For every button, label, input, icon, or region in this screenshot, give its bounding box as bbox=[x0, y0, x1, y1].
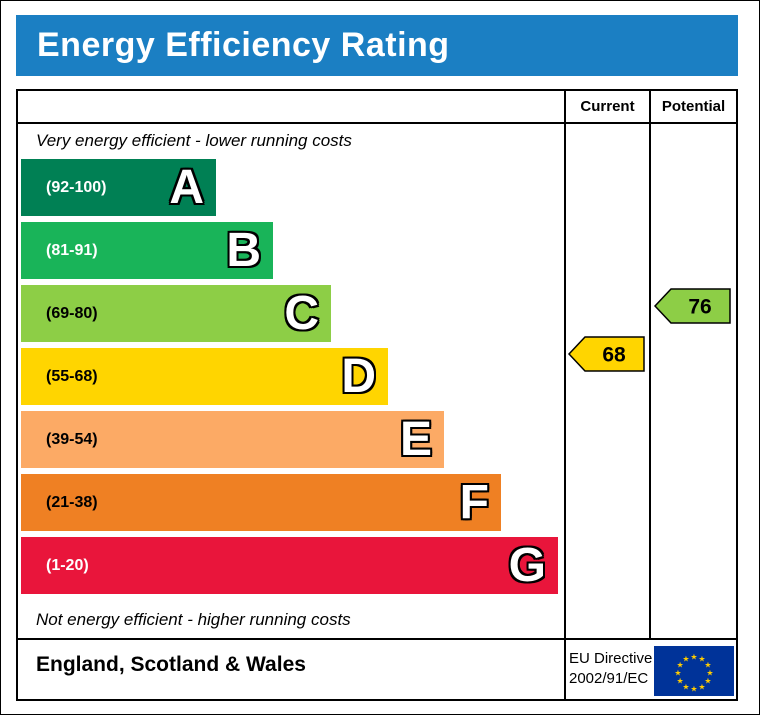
band-letter: A bbox=[169, 160, 204, 214]
band-E: (39-54) E bbox=[21, 411, 444, 468]
column-divider-current-potential bbox=[649, 91, 651, 638]
chart-title-bar: Energy Efficiency Rating bbox=[16, 15, 738, 76]
band-B: (81-91) B bbox=[21, 222, 273, 279]
band-letter: F bbox=[459, 475, 489, 529]
top-note: Very energy efficient - lower running co… bbox=[36, 131, 352, 150]
star-icon: ★ bbox=[706, 669, 713, 678]
band-C: (69-80) C bbox=[21, 285, 331, 342]
current-column-header: Current bbox=[580, 98, 635, 115]
footer-row-divider bbox=[18, 638, 736, 640]
band-A: (92-100) A bbox=[21, 159, 216, 216]
star-icon: ★ bbox=[690, 685, 697, 694]
eu-directive-text: EU Directive 2002/91/EC bbox=[569, 649, 652, 689]
chart-title: Energy Efficiency Rating bbox=[37, 26, 450, 64]
band-letter: G bbox=[508, 538, 546, 592]
star-icon: ★ bbox=[690, 653, 697, 662]
star-icon: ★ bbox=[698, 655, 705, 664]
eu-directive-line2: 2002/91/EC bbox=[569, 670, 649, 687]
band-G: (1-20) G bbox=[21, 537, 558, 594]
potential-rating-value: 76 bbox=[688, 296, 711, 319]
band-range: (92-100) bbox=[46, 178, 107, 196]
bottom-note: Not energy efficient - higher running co… bbox=[36, 610, 351, 629]
band-range: (55-68) bbox=[46, 367, 98, 385]
current-rating-value: 68 bbox=[602, 344, 626, 367]
star-icon: ★ bbox=[674, 669, 681, 678]
band-D: (55-68) D bbox=[21, 348, 388, 405]
band-letter: E bbox=[399, 412, 432, 466]
star-icon: ★ bbox=[677, 661, 684, 670]
band-letter: D bbox=[341, 349, 376, 403]
potential-column-header: Potential bbox=[661, 98, 726, 115]
star-icon: ★ bbox=[698, 682, 705, 691]
eu-flag-field bbox=[654, 646, 734, 696]
eu-directive-line1: EU Directive bbox=[569, 650, 653, 667]
region-label: England, Scotland & Wales bbox=[36, 653, 306, 676]
star-icon: ★ bbox=[704, 661, 711, 670]
band-range: (81-91) bbox=[46, 241, 98, 259]
rating-table: Current Potential Very energy efficient … bbox=[16, 89, 738, 701]
band-range: (1-20) bbox=[46, 556, 89, 574]
potential-rating-arrow: 76 bbox=[654, 288, 731, 324]
band-range: (39-54) bbox=[46, 430, 98, 448]
current-rating-arrow: 68 bbox=[568, 336, 645, 372]
band-F: (21-38) F bbox=[21, 474, 501, 531]
star-icon: ★ bbox=[677, 677, 684, 686]
band-letter: C bbox=[284, 286, 319, 340]
band-letter: B bbox=[226, 223, 261, 277]
current-arrow-shape bbox=[568, 336, 645, 372]
rating-bands: (92-100) A (81-91) B (69-80) C (55-68) D… bbox=[21, 159, 558, 600]
eu-flag-icon: ★ ★ ★ ★ ★ ★ ★ ★ ★ ★ ★ ★ bbox=[654, 646, 734, 696]
eu-flag-stars: ★ ★ ★ ★ ★ ★ ★ ★ ★ ★ ★ ★ bbox=[674, 653, 713, 694]
star-icon: ★ bbox=[682, 655, 689, 664]
star-icon: ★ bbox=[682, 682, 689, 691]
header-row-divider bbox=[18, 122, 736, 124]
star-icon: ★ bbox=[704, 677, 711, 686]
potential-arrow-shape bbox=[654, 288, 731, 324]
band-range: (21-38) bbox=[46, 493, 98, 511]
column-divider-main-current bbox=[564, 91, 566, 699]
band-range: (69-80) bbox=[46, 304, 98, 322]
